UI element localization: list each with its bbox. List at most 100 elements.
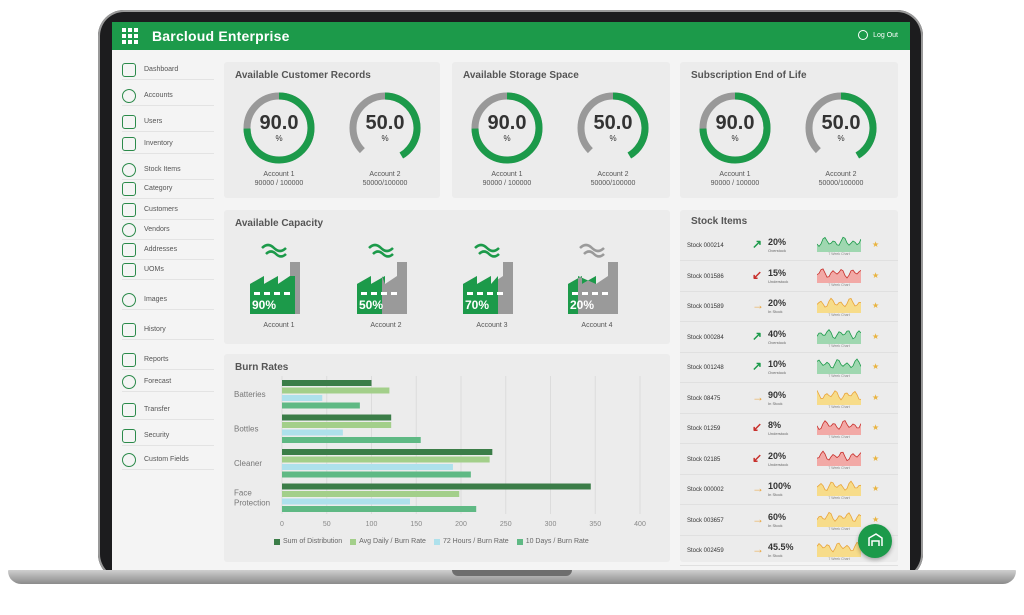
laptop-base	[8, 570, 1016, 584]
category-label: Cleaner	[234, 459, 262, 468]
star-icon[interactable]: ★	[872, 392, 880, 402]
bar	[282, 402, 360, 409]
gauge-caption: Account 2 50000/100000	[340, 170, 430, 188]
gauge-account: Account 2	[825, 171, 857, 178]
laptop-notch	[452, 570, 572, 576]
stock-status: Understock	[768, 278, 789, 284]
bar	[282, 498, 410, 505]
gauge-value: 50.0	[593, 112, 633, 134]
x-tick-label: 50	[323, 521, 331, 528]
panel-title: Subscription End of Life	[691, 70, 807, 81]
sidebar-item-users[interactable]: Users	[122, 112, 214, 132]
gauge-caption: Account 1 90000 / 100000	[234, 170, 324, 188]
app-grid-icon[interactable]	[120, 26, 140, 46]
star-icon[interactable]: ★	[872, 484, 880, 493]
stock-row[interactable]: Stock 08475 → 90% In Stock 7 Week Chart ★	[680, 384, 898, 414]
bar	[282, 471, 471, 478]
stock-status: In Stock	[768, 492, 783, 497]
sidebar-item-addresses[interactable]: Addresses	[122, 240, 214, 260]
sidebar-item-vendors[interactable]: Vendors	[122, 220, 214, 240]
stock-row[interactable]: Stock 02185 ↙ 20% Understock 7 Week Chart ★	[680, 445, 898, 475]
sparkline-area	[817, 268, 861, 283]
stock-row[interactable]: Stock 000284 ↗ 40% Overstock 7 Week Chart ★	[680, 323, 898, 353]
bar	[282, 437, 421, 443]
sparkline-line	[817, 267, 861, 279]
truck-icon	[868, 533, 883, 546]
stock-status: In Stock	[768, 400, 783, 406]
logout-button[interactable]: Log Out	[858, 30, 898, 40]
sparkline-line	[817, 420, 861, 431]
factory-body	[568, 262, 618, 314]
category-label: Face	[234, 489, 252, 498]
stock-row[interactable]: Stock 000002 → 100% In Stock 7 Week Chart ★	[680, 475, 898, 505]
sidebar-item-label: Transfer	[144, 406, 170, 413]
stock-row[interactable]: Stock 001586 ↙ 15% Understock 7 Week Chart ★	[680, 262, 898, 292]
stock-row[interactable]: Stock 001589 → 20% In Stock 7 Week Chart ★	[680, 292, 898, 322]
sidebar-item-dashboard[interactable]: Dashboard	[122, 60, 214, 80]
capacity-account-label: Account 3	[476, 322, 508, 329]
logout-label: Log Out	[873, 31, 898, 39]
star-icon[interactable]: ★	[872, 270, 880, 280]
floating-action-button[interactable]	[858, 524, 892, 558]
sparkline-area	[817, 511, 861, 527]
stock-items-icon	[122, 162, 136, 177]
legend-label: 72 Hours / Burn Rate	[442, 538, 509, 545]
sidebar-item-images[interactable]: Images	[122, 290, 214, 310]
legend-label: Avg Daily / Burn Rate	[359, 538, 426, 545]
stock-row[interactable]: Stock 01259 ↙ 8% Understock 7 Week Chart ★	[680, 414, 898, 444]
gauge-fill	[840, 92, 877, 159]
sidebar-item-stock-items[interactable]: Stock Items	[122, 160, 214, 180]
factory-window	[582, 292, 588, 295]
sidebar-item-category[interactable]: Category	[122, 179, 214, 199]
sidebar-item-accounts[interactable]: Accounts	[122, 86, 214, 106]
x-tick-label: 0	[280, 521, 284, 528]
gauge-caption: Account 1 90000 / 100000	[690, 170, 780, 188]
stock-name: Stock 02185	[687, 456, 721, 463]
factory-window	[264, 292, 270, 295]
sparkline-chart	[817, 450, 861, 466]
capacity-account-label: Account 2	[370, 322, 402, 329]
uom-icon	[122, 262, 136, 277]
sidebar-item-label: Images	[144, 296, 167, 303]
trend-up-icon: ↗	[752, 359, 763, 373]
sidebar-item-security[interactable]: Security	[122, 426, 214, 446]
capacity-account-label: Account 1	[263, 322, 295, 329]
stock-row[interactable]: Stock 001248 ↗ 10% Overstock 7 Week Chart ★	[680, 353, 898, 383]
star-icon[interactable]: ★	[872, 453, 880, 463]
trend-flat-icon: →	[752, 389, 764, 404]
gauge-detail: 90000 / 100000	[710, 180, 760, 187]
smoke-icon	[261, 243, 287, 258]
star-icon[interactable]: ★	[872, 301, 880, 310]
star-icon[interactable]: ★	[872, 362, 880, 371]
sidebar-item-inventory[interactable]: Inventory	[122, 134, 214, 154]
factory-icon: 20%	[562, 240, 632, 320]
sidebar-item-customers[interactable]: Customers	[122, 200, 214, 220]
stock-percent: 20%	[768, 450, 787, 461]
sparkline-line	[817, 450, 861, 461]
sidebar-item-reports[interactable]: Reports	[122, 350, 214, 370]
sidebar-item-history[interactable]: History	[122, 320, 214, 340]
sidebar-item-transfer[interactable]: Transfer	[122, 400, 214, 420]
bar	[282, 395, 323, 401]
sparkline-chart	[817, 480, 861, 496]
star-icon[interactable]: ★	[872, 514, 880, 524]
star-icon[interactable]: ★	[872, 331, 880, 341]
stock-row[interactable]: Stock 000214 ↗ 20% Overstock 7 Week Chart ★	[680, 231, 898, 261]
star-icon[interactable]: ★	[872, 240, 880, 249]
sidebar-item-custom-fields[interactable]: Custom Fields	[122, 450, 214, 470]
capacity-account-label: Account 4	[581, 322, 613, 329]
bar	[282, 380, 372, 386]
panel-available-capacity: Available Capacity 90% Account 1 50% Accoun…	[224, 210, 670, 344]
sidebar-item-forecast[interactable]: Forecast	[122, 372, 214, 392]
sidebar-item-uoms[interactable]: UOMs	[122, 260, 214, 280]
star-icon[interactable]: ★	[872, 423, 880, 432]
sparkline-caption: 7 Week Chart	[828, 374, 850, 378]
sparkline-line	[817, 297, 861, 308]
stock-row[interactable]: Stock 003657 → 60% In Stock 7 Week Chart ★	[680, 506, 898, 536]
sidebar-item-label: Users	[144, 118, 163, 125]
sparkline-area	[817, 298, 861, 313]
gauge-detail: 50000/100000	[818, 180, 864, 187]
sparkline-caption: 7 Week Chart	[828, 526, 850, 531]
panel-title: Available Customer Records	[235, 70, 371, 81]
